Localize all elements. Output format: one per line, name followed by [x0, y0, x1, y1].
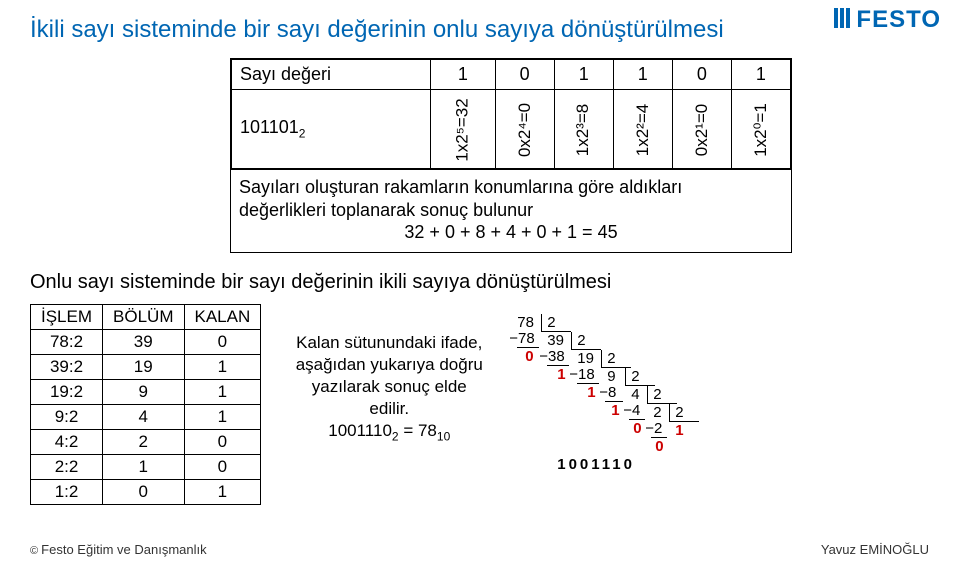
power-0: 1x2⁵=32: [453, 98, 473, 161]
power-2: 1x2³=8: [574, 103, 594, 155]
digit-4: 0: [672, 60, 731, 90]
row2-label: 1011012: [232, 90, 431, 169]
result-equation: 10011102 = 7810: [289, 420, 489, 445]
division-table: İŞLEM BÖLÜM KALAN 78:2390 39:2191 19:291…: [30, 304, 261, 505]
footer: © Festo Eğitim ve Danışmanlık Yavuz EMİN…: [30, 542, 929, 557]
digit-2: 1: [554, 60, 613, 90]
row1-label: Sayı değeri: [232, 60, 431, 90]
digit-3: 1: [613, 60, 672, 90]
table-row: 4:220: [31, 429, 261, 454]
subtitle: Onlu sayı sisteminde bir sayı değerinin …: [30, 271, 929, 294]
brand-logo: FESTO: [834, 6, 941, 35]
page-title: İkili sayı sisteminde bir sayı değerinin…: [30, 16, 929, 44]
power-3: 1x2²=4: [633, 103, 653, 155]
long-division-diagram: 78 2 −78 0 39 2 −38 1 19 2 −18 1 9: [517, 314, 777, 474]
col-kalan: KALAN: [184, 304, 261, 329]
explain-text: Sayıları oluşturan rakamların konumların…: [231, 169, 791, 252]
binary-answer: 1001110: [557, 456, 635, 473]
table-row: 19:291: [31, 379, 261, 404]
brand-text: FESTO: [856, 6, 941, 33]
digit-1: 0: [495, 60, 554, 90]
binary-value-box: Sayı değeri 1 0 1 1 0 1 1011012 1x2⁵=32 …: [230, 58, 792, 253]
col-bolum: BÖLÜM: [103, 304, 184, 329]
binary-digits-table: Sayı değeri 1 0 1 1 0 1 1011012 1x2⁵=32 …: [231, 59, 791, 169]
table-row: 39:2191: [31, 354, 261, 379]
remainder-note: Kalan sütunundaki ifade, aşağıdan yukarı…: [289, 332, 489, 445]
table-row: 9:241: [31, 404, 261, 429]
table-row: 78:2390: [31, 329, 261, 354]
power-5: 1x2⁰=1: [751, 103, 771, 157]
power-1: 0x2⁴=0: [515, 102, 535, 156]
col-islem: İŞLEM: [31, 304, 103, 329]
digit-0: 1: [431, 60, 495, 90]
power-4: 0x2¹=0: [692, 103, 712, 155]
footer-left: © Festo Eğitim ve Danışmanlık: [30, 542, 207, 557]
footer-right: Yavuz EMİNOĞLU: [821, 542, 929, 557]
digit-5: 1: [731, 60, 790, 90]
table-row: 1:201: [31, 479, 261, 504]
table-row: 2:210: [31, 454, 261, 479]
